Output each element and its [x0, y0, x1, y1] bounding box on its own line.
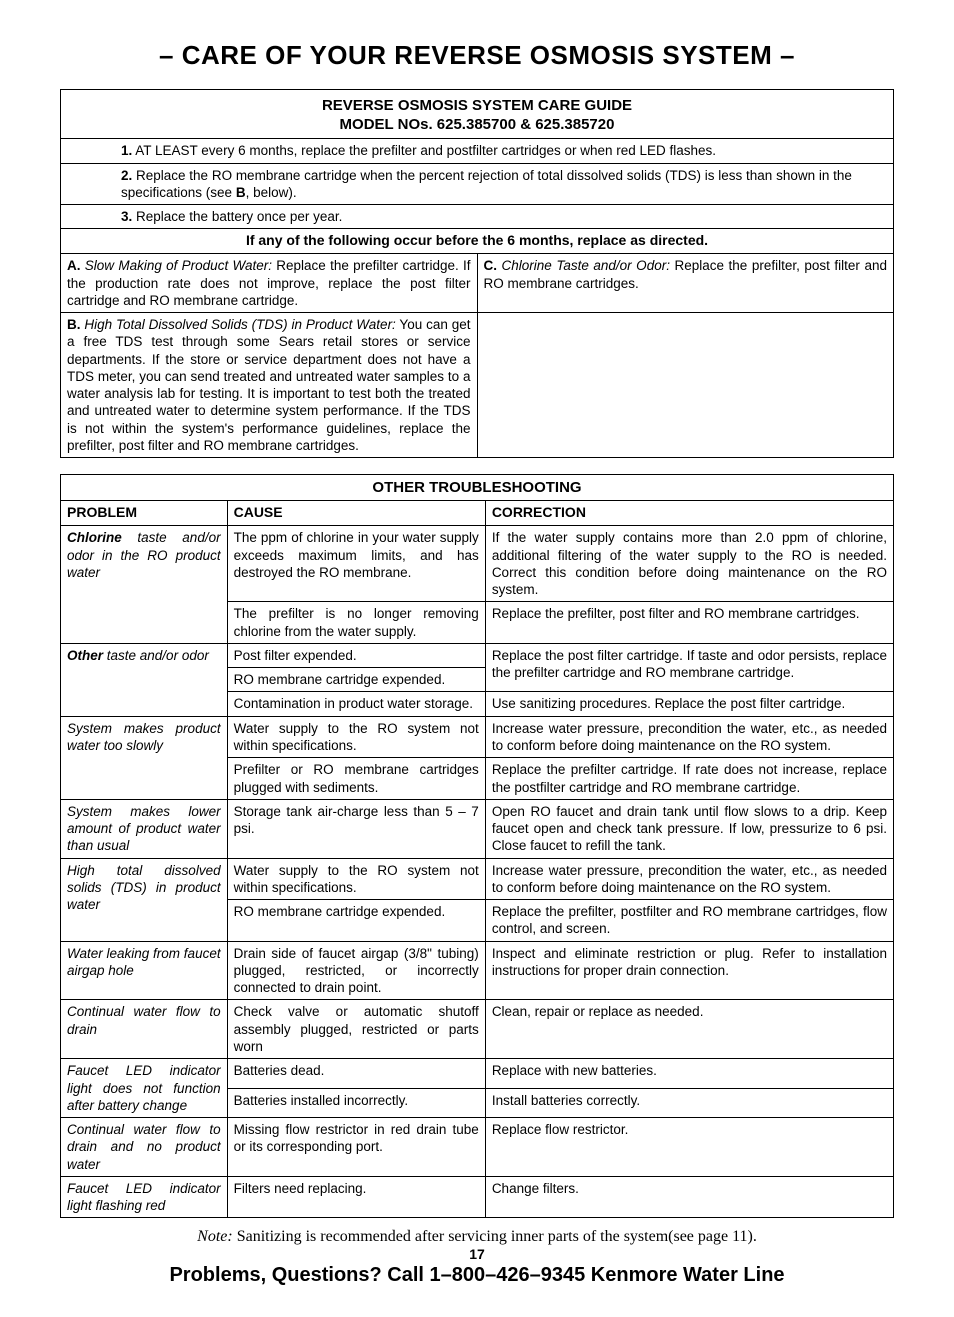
troubleshoot-title-row: OTHER TROUBLESHOOTING: [61, 475, 894, 501]
r1-problem-bold: Chlorine: [67, 530, 122, 545]
care-row-ac: A. Slow Making of Product Water: Replace…: [61, 254, 894, 313]
care-a-label: A.: [67, 258, 81, 273]
care-title-2: MODEL NOs. 625.385700 & 625.385720: [340, 116, 615, 133]
care-item2-tail: , below).: [246, 185, 297, 200]
troubleshoot-header-row: PROBLEM CAUSE CORRECTION: [61, 501, 894, 526]
care-c-title: Chlorine Taste and/or Odor:: [497, 258, 670, 273]
cell-correction: Clean, repair or replace as needed.: [485, 1000, 893, 1059]
table-row: Other taste and/or odor Post filter expe…: [61, 643, 894, 667]
cell-problem: System makes product water too slowly: [61, 716, 228, 799]
r2-problem-rest: taste and/or odor: [103, 648, 209, 663]
care-text-2: Replace the RO membrane cartridge when t…: [121, 168, 852, 200]
cell-cause: Filters need replacing.: [227, 1176, 485, 1218]
cell-correction: Increase water pressure, precondition th…: [485, 716, 893, 758]
footer-note: Note: Sanitizing is recommended after se…: [60, 1228, 894, 1246]
th-problem: PROBLEM: [61, 501, 228, 526]
care-num-3: 3.: [121, 209, 132, 224]
care-b-text: You can get a free TDS test through some…: [67, 317, 471, 453]
cell-correction: Open RO faucet and drain tank until flow…: [485, 799, 893, 858]
care-cell-a: A. Slow Making of Product Water: Replace…: [61, 254, 478, 313]
cell-cause: Prefilter or RO membrane cartridges plug…: [227, 758, 485, 800]
r2-problem-bold: Other: [67, 648, 103, 663]
cell-problem: Water leaking from faucet airgap hole: [61, 941, 228, 1000]
cell-problem: High total dissolved solids (TDS) in pro…: [61, 858, 228, 941]
cell-correction: Use sanitizing procedures. Replace the p…: [485, 692, 893, 716]
care-title-row: REVERSE OSMOSIS SYSTEM CARE GUIDE MODEL …: [61, 90, 894, 139]
care-item-3: 3. Replace the battery once per year.: [61, 205, 894, 229]
cell-cause: Check valve or automatic shutoff assembl…: [227, 1000, 485, 1059]
table-row: Faucet LED indicator light flashing red …: [61, 1176, 894, 1218]
table-row: High total dissolved solids (TDS) in pro…: [61, 858, 894, 900]
cell-correction: Replace the prefilter, post filter and R…: [485, 602, 893, 644]
table-row: Continual water flow to drain and no pro…: [61, 1118, 894, 1177]
table-row: Chlorine taste and/or odor in the RO pro…: [61, 526, 894, 602]
cell-problem: System makes lower amount of product wat…: [61, 799, 228, 858]
page-title: – CARE OF YOUR REVERSE OSMOSIS SYSTEM –: [60, 40, 894, 71]
cell-correction: Replace the post filter cartridge. If ta…: [485, 643, 893, 692]
troubleshoot-title: OTHER TROUBLESHOOTING: [61, 475, 894, 501]
care-b-label: B.: [67, 317, 81, 332]
cell-correction: Replace the prefilter cartridge. If rate…: [485, 758, 893, 800]
cell-correction: Change filters.: [485, 1176, 893, 1218]
care-cell-b: B. High Total Dissolved Solids (TDS) in …: [61, 313, 478, 458]
care-text-1: AT LEAST every 6 months, replace the pre…: [132, 143, 716, 158]
care-a-title: Slow Making of Product Water:: [81, 258, 273, 273]
care-num-1: 1.: [121, 143, 132, 158]
care-guide-table: REVERSE OSMOSIS SYSTEM CARE GUIDE MODEL …: [60, 89, 894, 458]
cell-cause: Contamination in product water storage.: [227, 692, 485, 716]
care-row-b: B. High Total Dissolved Solids (TDS) in …: [61, 313, 894, 458]
cell-cause: Drain side of faucet airgap (3/8" tubing…: [227, 941, 485, 1000]
care-subhead-row: If any of the following occur before the…: [61, 229, 894, 254]
note-label: Note:: [197, 1228, 233, 1245]
page-number: 17: [60, 1246, 894, 1262]
cell-correction: Replace with new batteries.: [485, 1059, 893, 1088]
table-row: System makes product water too slowly Wa…: [61, 716, 894, 758]
table-row: Continual water flow to drain Check valv…: [61, 1000, 894, 1059]
cell-problem: Continual water flow to drain: [61, 1000, 228, 1059]
cell-problem: Continual water flow to drain and no pro…: [61, 1118, 228, 1177]
table-row: Water leaking from faucet airgap hole Dr…: [61, 941, 894, 1000]
care-cell-empty: [477, 313, 894, 458]
cell-cause: Batteries installed incorrectly.: [227, 1088, 485, 1117]
care-cell-c: C. Chlorine Taste and/or Odor: Replace t…: [477, 254, 894, 313]
care-title-1: REVERSE OSMOSIS SYSTEM CARE GUIDE: [322, 97, 632, 114]
cell-cause: Post filter expended.: [227, 643, 485, 667]
cell-cause: RO membrane cartridge expended.: [227, 900, 485, 942]
note-text: Sanitizing is recommended after servicin…: [233, 1228, 757, 1245]
th-cause: CAUSE: [227, 501, 485, 526]
cell-cause: Water supply to the RO system not within…: [227, 716, 485, 758]
cell-problem: Faucet LED indicator light flashing red: [61, 1176, 228, 1218]
care-item-2: 2. Replace the RO membrane cartridge whe…: [61, 163, 894, 205]
cell-problem: Chlorine taste and/or odor in the RO pro…: [61, 526, 228, 644]
cell-correction: Increase water pressure, precondition th…: [485, 858, 893, 900]
cell-cause: RO membrane cartridge expended.: [227, 668, 485, 692]
care-item2-bold-b: B: [236, 185, 246, 200]
cell-cause: Storage tank air-charge less than 5 – 7 …: [227, 799, 485, 858]
cell-cause: Water supply to the RO system not within…: [227, 858, 485, 900]
cell-correction: Replace flow restrictor.: [485, 1118, 893, 1177]
care-num-2: 2.: [121, 168, 132, 183]
cell-problem: Other taste and/or odor: [61, 643, 228, 716]
table-row: System makes lower amount of product wat…: [61, 799, 894, 858]
table-row: Faucet LED indicator light does not func…: [61, 1059, 894, 1088]
care-item-1: 1. AT LEAST every 6 months, replace the …: [61, 139, 894, 163]
care-c-label: C.: [484, 258, 498, 273]
cell-correction: Replace the prefilter, postfilter and RO…: [485, 900, 893, 942]
th-correction: CORRECTION: [485, 501, 893, 526]
cell-cause: Missing flow restrictor in red drain tub…: [227, 1118, 485, 1177]
footer-call-line: Problems, Questions? Call 1–800–426–9345…: [60, 1264, 894, 1287]
cell-cause: The ppm of chlorine in your water supply…: [227, 526, 485, 602]
cell-problem: Faucet LED indicator light does not func…: [61, 1059, 228, 1118]
cell-correction: Install batteries correctly.: [485, 1088, 893, 1117]
cell-cause: The prefilter is no longer removing chlo…: [227, 602, 485, 644]
care-b-title: High Total Dissolved Solids (TDS) in Pro…: [81, 317, 396, 332]
troubleshoot-table: OTHER TROUBLESHOOTING PROBLEM CAUSE CORR…: [60, 474, 894, 1218]
cell-cause: Batteries dead.: [227, 1059, 485, 1088]
care-subhead: If any of the following occur before the…: [61, 229, 894, 254]
cell-correction: If the water supply contains more than 2…: [485, 526, 893, 602]
cell-correction: Inspect and eliminate restriction or plu…: [485, 941, 893, 1000]
care-text-3: Replace the battery once per year.: [132, 209, 342, 224]
